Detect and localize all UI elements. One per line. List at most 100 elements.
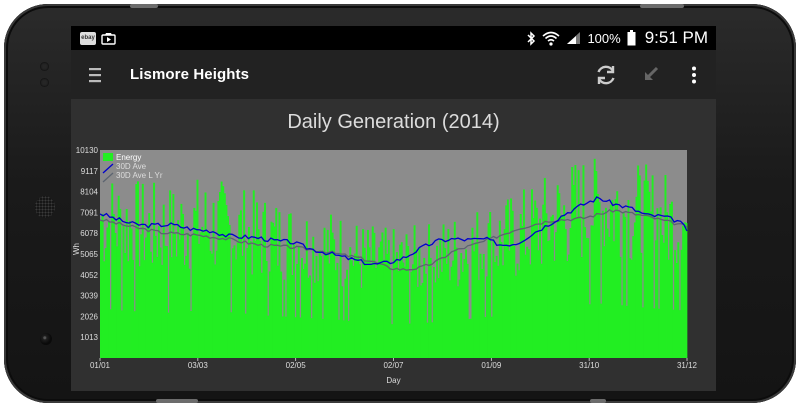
energy-bar: [386, 253, 389, 358]
energy-bar: [564, 229, 567, 358]
energy-bar: [358, 264, 361, 358]
energy-bar: [338, 319, 340, 358]
energy-bar: [349, 247, 352, 358]
y-tick-label: 10130: [76, 146, 99, 155]
energy-bar: [416, 286, 419, 358]
energy-bar: [500, 241, 503, 358]
y-tick-label: 6078: [80, 229, 98, 238]
refresh-button[interactable]: [584, 50, 628, 99]
energy-bar: [108, 221, 110, 358]
y-tick-label: 2026: [80, 312, 98, 321]
energy-bar: [148, 213, 151, 358]
energy-bar: [357, 255, 360, 358]
energy-bar: [531, 189, 533, 358]
battery-percent: 100%: [587, 30, 621, 46]
energy-bar: [532, 218, 535, 358]
power-button[interactable]: [130, 4, 158, 8]
x-tick-label: 02/05: [286, 361, 307, 370]
chart-panel: Daily Generation (2014) 1013 2026 3039 4052…: [71, 99, 716, 391]
energy-bar: [346, 269, 349, 358]
energy-bar: [447, 228, 450, 358]
energy-bar: [429, 257, 432, 358]
energy-bar: [572, 184, 575, 358]
energy-bar: [268, 271, 271, 358]
energy-bar: [384, 227, 387, 358]
energy-bar: [540, 263, 543, 358]
energy-bar: [567, 254, 570, 358]
energy-bar: [434, 282, 437, 358]
overflow-menu-button[interactable]: [672, 50, 716, 99]
energy-bar: [162, 204, 165, 358]
energy-bar: [529, 264, 532, 358]
side-button[interactable]: [156, 399, 198, 403]
energy-bar: [182, 213, 184, 358]
energy-bar: [239, 210, 242, 358]
energy-bar: [410, 271, 413, 358]
energy-bar: [637, 165, 640, 358]
energy-bar: [481, 269, 484, 358]
energy-bar: [428, 224, 431, 358]
energy-bar: [178, 239, 181, 358]
energy-bar: [132, 259, 135, 358]
energy-bar: [127, 261, 130, 358]
energy-bar: [584, 227, 587, 358]
energy-bar: [654, 240, 657, 358]
energy-bar: [312, 236, 315, 358]
energy-bar: [439, 238, 442, 358]
energy-bar: [310, 318, 313, 358]
photo-app-icon: [101, 32, 116, 45]
energy-bar: [555, 232, 558, 358]
energy-bar: [320, 255, 323, 358]
energy-bar: [505, 205, 508, 358]
energy-bar: [379, 241, 382, 358]
ebay-icon: ebay: [80, 31, 96, 45]
energy-bar: [392, 229, 395, 358]
energy-bar: [402, 262, 405, 358]
energy-bar: [431, 322, 434, 358]
energy-bar: [304, 263, 307, 358]
energy-bar: [391, 324, 394, 358]
energy-bar: [394, 259, 397, 358]
energy-bar: [619, 256, 622, 358]
legend-label: 30D Ave L Yr: [116, 171, 163, 180]
energy-bar: [383, 259, 386, 358]
energy-bar: [629, 258, 632, 358]
energy-bar: [432, 266, 435, 358]
energy-bar: [275, 208, 278, 358]
energy-bar: [601, 210, 604, 358]
screen: ebay: [71, 26, 716, 391]
energy-bar: [448, 280, 451, 358]
nav-drawer-button[interactable]: [71, 50, 119, 99]
energy-bar: [592, 225, 595, 358]
energy-bar: [604, 207, 607, 358]
energy-bar: [210, 253, 213, 358]
energy-bar: [580, 257, 583, 358]
energy-bar: [267, 315, 270, 358]
energy-bar: [593, 158, 596, 358]
collapse-button[interactable]: [628, 50, 672, 99]
energy-bar: [442, 224, 445, 358]
energy-bar: [231, 248, 234, 358]
energy-bar: [579, 217, 582, 358]
energy-bar: [305, 221, 308, 358]
energy-bar: [317, 281, 320, 358]
energy-bar: [670, 201, 673, 358]
energy-bar: [321, 318, 324, 358]
energy-bar: [161, 264, 164, 358]
energy-bar: [114, 232, 117, 358]
energy-bar: [630, 259, 633, 358]
energy-bar: [204, 192, 207, 358]
energy-bar: [207, 233, 210, 358]
energy-bar: [122, 226, 125, 358]
side-button-2[interactable]: [590, 399, 606, 403]
energy-bar: [561, 214, 564, 358]
x-tick-label: 02/07: [383, 361, 404, 370]
energy-bar: [563, 205, 566, 358]
volume-button[interactable]: [640, 4, 684, 8]
energy-bar: [609, 204, 612, 358]
y-tick-label: 1013: [80, 333, 98, 342]
energy-bar: [183, 264, 186, 358]
energy-bar: [490, 316, 493, 358]
ave30-last-year-line: [99, 208, 688, 271]
energy-bar: [175, 256, 178, 358]
